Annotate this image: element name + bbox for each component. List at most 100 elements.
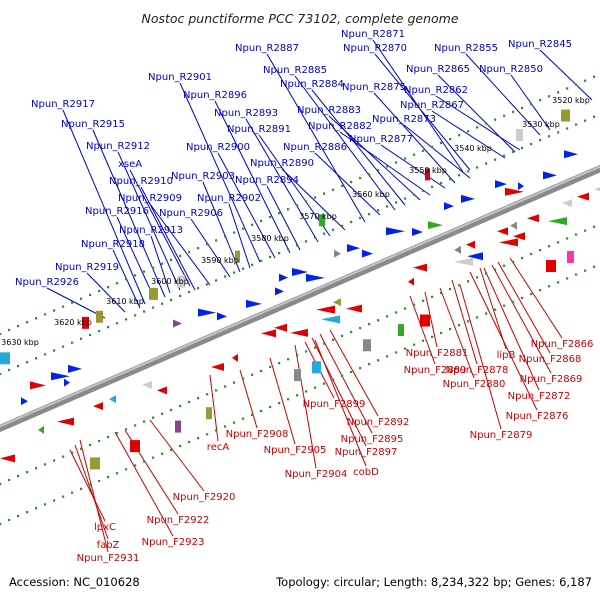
leader-npun-f2872 [483,267,540,391]
gene-label-fabz: fabZ [97,540,120,551]
gene-label-npun-f2920: Npun_F2920 [173,492,236,503]
kbp-label-3560-kbp: 3560 kbp [352,190,390,199]
tick-dot [512,260,515,263]
tick-dot [296,244,299,247]
tick-dot [89,443,92,447]
gene-label-npun-r2919: Npun_R2919 [55,262,119,273]
gene-label-xsea: xseA [118,159,142,170]
tick-dot [287,208,290,211]
gene-arrow [461,194,475,203]
tick-dot [458,134,461,137]
gene-arrow [38,425,44,434]
tick-dot [494,118,497,121]
tick-dot [386,165,389,168]
tick-dot [80,487,83,490]
tick-dot [188,440,191,444]
tick-dot [80,297,83,300]
tick-dot [107,286,110,289]
tick-dot [548,135,551,138]
tick-dot [512,110,515,113]
tick-dot [575,83,578,86]
gene-label-npun-r2845: Npun_R2845 [508,39,572,50]
tick-dot [17,514,20,518]
feature-box [130,440,140,453]
leader-npun-r2890 [281,168,346,231]
tick-dot [134,424,137,427]
leader-npun-r2887 [266,53,366,223]
gene-label-npun-r2900: Npun_R2900 [186,142,250,153]
leader-npun-f2897 [311,337,367,447]
tick-dot [188,290,191,294]
tick-dot [260,259,263,263]
tick-dot [269,365,272,369]
tick-dot [548,245,551,248]
tick-dot [584,229,587,232]
tick-dot [233,271,236,274]
gene-arrow [510,221,517,230]
feature-box [96,310,103,323]
tick-dot [125,468,128,471]
tick-dot [197,287,200,290]
tick-dot [476,166,479,169]
tick-dot [413,303,416,306]
tick-dot [134,464,137,467]
tick-dot [458,174,461,177]
feature-box [420,314,430,327]
gene-label-npun-r2896: Npun_R2896 [183,90,247,101]
feature-box [149,287,158,300]
gene-arrow [543,171,557,180]
gene-label-npun-f2881: Npun_F2881 [406,348,469,359]
gene-label-npun-f2931: Npun_F2931 [77,553,140,564]
tick-dot [377,209,380,212]
gene-arrow [548,217,567,226]
tick-dot [0,372,2,375]
gene-arrow [562,199,572,208]
gene-label-npun-f2904: Npun_F2904 [285,469,348,480]
tick-dot [188,250,191,254]
label-leader-lines [46,39,593,553]
tick-dot [242,267,245,270]
kbp-label-3610-kbp: 3610 kbp [106,297,144,306]
gene-arrow [142,380,152,389]
tick-dot [0,482,2,485]
tick-dot [233,421,236,424]
gene-label-npun-r2906: Npun_R2906 [159,208,223,219]
feature-box [235,250,240,263]
gene-label-npun-f2905: Npun_F2905 [264,445,327,456]
tick-dot [332,338,335,341]
tick-dot [125,278,128,281]
tick-dot [395,201,398,204]
tick-dot [557,281,560,284]
gene-arrow [316,305,335,314]
gene-arrow [274,323,287,332]
kbp-label-3580-kbp: 3580 kbp [251,234,289,243]
tick-dot [215,429,218,432]
tick-dot [170,258,173,261]
kbp-label-3530-kbp: 3530 kbp [522,120,560,129]
leader-npun-f2892 [329,329,379,417]
tick-dot [521,146,524,150]
leader-npun-f2866 [509,257,563,339]
tick-dot [35,357,38,360]
tick-dot [53,349,56,352]
leader-npun-r2850 [510,74,551,131]
tick-dot [386,205,389,208]
tick-dot [422,339,425,342]
tick-dot [314,236,317,239]
tick-dot [206,283,209,286]
tick-dot [332,378,335,381]
kbp-scale-labels: 3520 kbp 3530 kbp 3540 kbp 3550 kbp 3560 kbp… [1,96,590,347]
tick-dot [260,219,263,223]
kbp-label-3550-kbp: 3550 kbp [409,166,447,175]
tick-dot [530,292,533,296]
tick-dot [17,364,20,368]
feature-box [561,109,570,122]
tick-dot [440,291,443,295]
gene-label-npun-f2895: Npun_F2895 [341,434,404,445]
gene-label-npun-r2870: Npun_R2870 [343,43,407,54]
tick-dot [206,433,209,436]
gene-label-npun-f2866: Npun_F2866 [531,339,594,350]
leader-npun-r2916 [116,216,156,301]
tick-dot [422,189,425,192]
gene-label-reca: recA [207,442,230,453]
